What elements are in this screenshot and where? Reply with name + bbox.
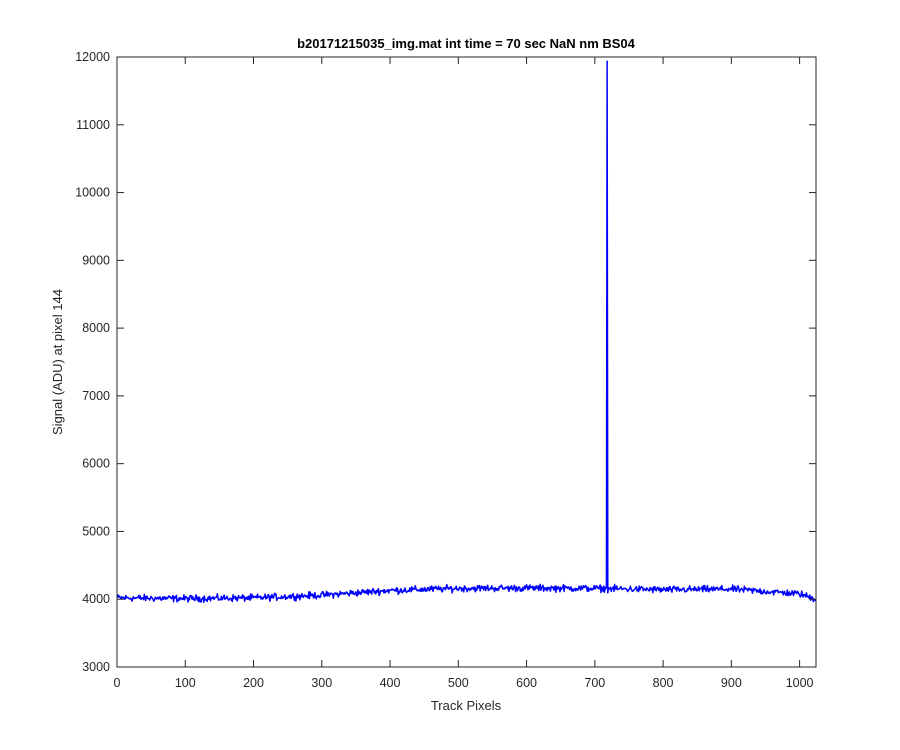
x-tick-label: 300 [311, 676, 332, 690]
x-axis-label: Track Pixels [431, 698, 502, 713]
y-tick-label: 4000 [82, 592, 110, 606]
plot-area [117, 57, 816, 667]
x-tick-label: 200 [243, 676, 264, 690]
x-tick-label: 1000 [786, 676, 814, 690]
y-tick-label: 7000 [82, 389, 110, 403]
x-tick-label: 800 [653, 676, 674, 690]
y-tick-label: 8000 [82, 321, 110, 335]
x-tick-label: 100 [175, 676, 196, 690]
y-axis-label: Signal (ADU) at pixel 144 [50, 289, 65, 435]
y-tick-label: 6000 [82, 457, 110, 471]
x-tick-label: 700 [584, 676, 605, 690]
y-tick-label: 5000 [82, 524, 110, 538]
y-tick-label: 11000 [76, 118, 110, 132]
y-tick-label: 10000 [75, 186, 110, 200]
x-tick-label: 900 [721, 676, 742, 690]
y-tick-label: 9000 [82, 253, 110, 267]
x-tick-label: 500 [448, 676, 469, 690]
y-tick-label: 12000 [75, 50, 110, 64]
y-tick-label: 3000 [82, 660, 110, 674]
chart-title: b20171215035_img.mat int time = 70 sec N… [297, 36, 636, 51]
x-tick-label: 600 [516, 676, 537, 690]
x-tick-label: 400 [380, 676, 401, 690]
x-tick-label: 0 [114, 676, 121, 690]
